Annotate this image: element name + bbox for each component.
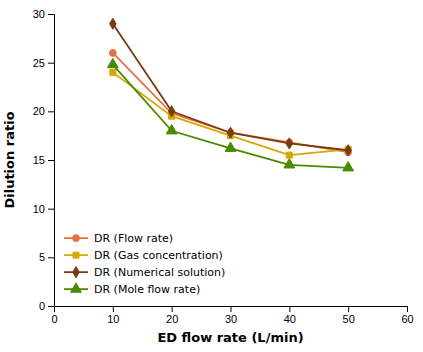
tick-label: 15 xyxy=(33,154,45,166)
tick-mark xyxy=(48,111,54,112)
data-point xyxy=(107,58,118,67)
legend-marker xyxy=(71,283,82,292)
tick-mark xyxy=(48,63,54,64)
axis-line xyxy=(48,15,55,307)
tick-label: 30 xyxy=(33,8,45,20)
tick: 20 xyxy=(33,105,54,117)
data-point xyxy=(343,162,354,171)
data-point xyxy=(168,106,174,117)
legend-item: DR (Gas concentration) xyxy=(64,249,223,262)
plot: 0102030405060051015202530DR (Flow rate)D… xyxy=(33,8,414,325)
legend: DR (Flow rate) DR (Gas concentration) DR (… xyxy=(64,232,225,296)
tick-label: 25 xyxy=(33,57,45,69)
x-axis: 0 10 20 30 40 50 60 xyxy=(51,306,413,325)
tick: 20 xyxy=(166,306,178,325)
data-point xyxy=(110,18,116,29)
tick: 30 xyxy=(225,306,237,325)
series-layer xyxy=(107,18,353,171)
tick-label: 0 xyxy=(51,313,57,325)
tick: 50 xyxy=(343,306,355,325)
tick-mark xyxy=(48,257,54,258)
legend-marker xyxy=(73,252,79,258)
data-point xyxy=(286,138,292,149)
tick-label: 40 xyxy=(284,313,296,325)
tick: 25 xyxy=(33,57,54,69)
tick-mark xyxy=(48,306,54,307)
axis-line xyxy=(55,307,408,313)
tick-label: 20 xyxy=(33,105,45,117)
series xyxy=(107,58,353,170)
series-line xyxy=(113,24,348,151)
x-axis-title: ED flow rate (L/min) xyxy=(157,330,303,345)
tick: 10 xyxy=(33,203,54,215)
data-point xyxy=(166,125,177,134)
tick-mark xyxy=(407,306,408,312)
legend-label: DR (Mole flow rate) xyxy=(94,283,200,296)
tick-label: 60 xyxy=(401,313,413,325)
tick-label: 5 xyxy=(39,251,45,263)
tick-mark xyxy=(172,306,173,312)
tick: 30 xyxy=(33,8,54,20)
data-point xyxy=(227,127,233,138)
tick-mark xyxy=(231,306,232,312)
data-point xyxy=(225,142,236,151)
legend-marker xyxy=(73,267,79,278)
tick-label: 10 xyxy=(107,313,119,325)
y-axis-title: Dilution ratio xyxy=(2,111,17,208)
tick-mark xyxy=(48,209,54,210)
data-point xyxy=(284,159,295,168)
tick: 0 xyxy=(51,306,57,325)
legend-item: DR (Mole flow rate) xyxy=(64,283,200,296)
tick: 0 xyxy=(39,300,54,312)
legend-marker xyxy=(73,235,80,242)
y-axis: 0 5 10 15 20 25 30 xyxy=(33,8,55,312)
tick-mark xyxy=(48,14,54,15)
legend-item: DR (Numerical solution) xyxy=(64,266,225,279)
tick-mark xyxy=(48,160,54,161)
series-line xyxy=(113,65,348,168)
tick-label: 20 xyxy=(166,313,178,325)
series xyxy=(110,18,352,156)
data-point xyxy=(345,145,351,156)
tick: 5 xyxy=(39,251,54,263)
data-point xyxy=(286,152,292,158)
tick-label: 50 xyxy=(343,313,355,325)
legend-label: DR (Flow rate) xyxy=(94,232,173,245)
legend-label: DR (Gas concentration) xyxy=(94,249,223,262)
tick: 40 xyxy=(284,306,296,325)
tick: 10 xyxy=(107,306,119,325)
legend-label: DR (Numerical solution) xyxy=(94,266,225,279)
tick: 15 xyxy=(33,154,54,166)
tick-label: 30 xyxy=(225,313,237,325)
series xyxy=(110,69,351,158)
tick-mark xyxy=(289,306,290,312)
tick-label: 0 xyxy=(39,300,45,312)
legend-item: DR (Flow rate) xyxy=(64,232,173,245)
series-line xyxy=(113,53,348,152)
tick-label: 10 xyxy=(33,203,45,215)
tick-mark xyxy=(113,306,114,312)
tick-mark xyxy=(348,306,349,312)
series-line xyxy=(113,72,348,155)
chart: 0102030405060051015202530DR (Flow rate)D… xyxy=(0,0,423,352)
tick: 60 xyxy=(401,306,413,325)
data-point xyxy=(110,69,116,75)
data-point xyxy=(109,50,116,57)
